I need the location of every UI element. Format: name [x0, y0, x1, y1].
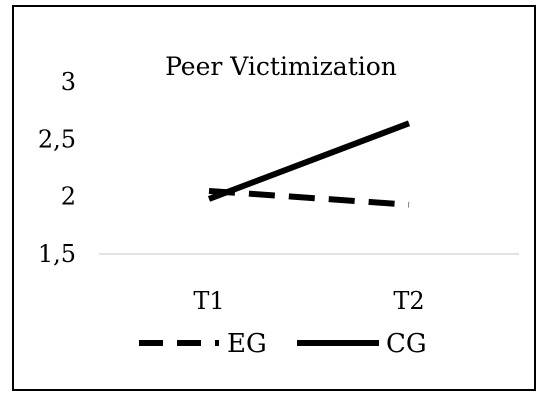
legend-label-eg: EG [227, 329, 267, 359]
series-lines [207, 120, 411, 208]
x-axis-ticks: T1 T2 [193, 287, 424, 315]
y-tick-label: 3 [61, 68, 76, 96]
x-tick-label: T1 [193, 287, 224, 315]
y-tick-label: 1,5 [38, 240, 76, 268]
series-line-cg [207, 120, 411, 202]
y-tick-label: 2,5 [38, 125, 76, 153]
chart-frame: Peer Victimization 1,5 2 2,5 3 T1 T2 EG CG [12, 5, 536, 391]
chart-title: Peer Victimization [165, 52, 397, 81]
x-tick-label: T2 [393, 287, 424, 315]
y-axis-ticks: 1,5 2 2,5 3 [38, 68, 76, 268]
legend: EG CG [139, 329, 427, 359]
series-line-eg [208, 187, 410, 208]
legend-label-cg: CG [386, 329, 427, 359]
line-chart: Peer Victimization 1,5 2 2,5 3 T1 T2 EG CG [38, 52, 519, 359]
y-tick-label: 2 [61, 183, 76, 211]
